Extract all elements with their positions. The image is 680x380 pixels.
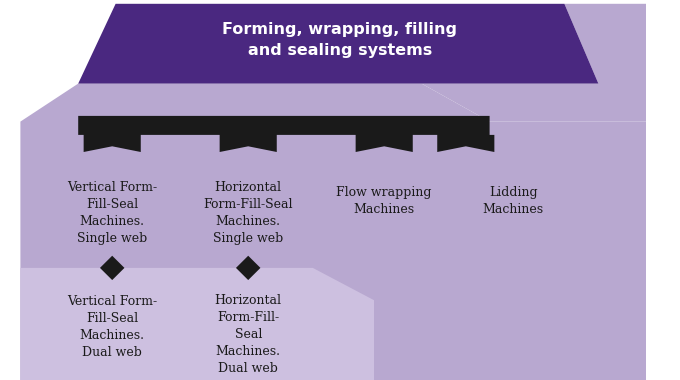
Text: Vertical Form-
Fill-Seal
Machines.
Single web: Vertical Form- Fill-Seal Machines. Singl… — [67, 181, 157, 245]
Text: Vertical Form-
Fill-Seal
Machines.
Dual web: Vertical Form- Fill-Seal Machines. Dual … — [67, 295, 157, 359]
Polygon shape — [78, 4, 598, 84]
Text: Horizontal
Form-Fill-Seal
Machines.
Single web: Horizontal Form-Fill-Seal Machines. Sing… — [203, 181, 293, 245]
Polygon shape — [78, 116, 494, 152]
Polygon shape — [236, 256, 260, 280]
Text: Flow wrapping
Machines: Flow wrapping Machines — [337, 187, 432, 216]
Text: Forming, wrapping, filling
and sealing systems: Forming, wrapping, filling and sealing s… — [222, 22, 458, 58]
Text: Horizontal
Form-Fill-
Seal
Machines.
Dual web: Horizontal Form-Fill- Seal Machines. Dua… — [215, 294, 282, 375]
Polygon shape — [100, 256, 124, 280]
Polygon shape — [422, 4, 646, 122]
Polygon shape — [20, 84, 646, 380]
Polygon shape — [20, 268, 374, 380]
Text: Lidding
Machines: Lidding Machines — [483, 187, 544, 216]
